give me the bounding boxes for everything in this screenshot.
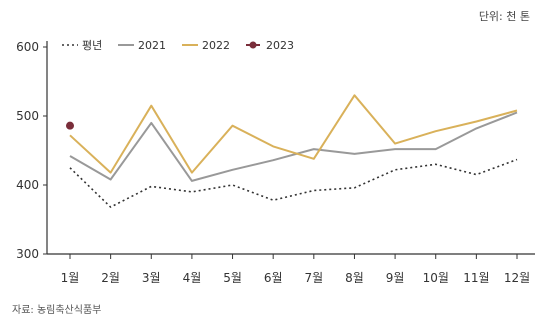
y-axis-ticks: 300 400 500 600 — [16, 40, 47, 261]
series-line-normal — [69, 158, 518, 208]
x-tick-label: 12월 — [504, 271, 530, 285]
x-tick-label: 10월 — [423, 271, 449, 285]
x-tick-label: 9월 — [386, 271, 405, 285]
x-tick-label: 2월 — [101, 271, 120, 285]
x-tick-label: 6월 — [264, 271, 283, 285]
legend-label-2023: 2023 — [266, 39, 294, 52]
series-line-2021 — [69, 111, 518, 182]
y-tick-label: 300 — [16, 247, 39, 261]
legend-label-2021: 2021 — [138, 39, 166, 52]
x-tick-label: 5월 — [223, 271, 242, 285]
source-note: 자료: 농림축산식품부 — [12, 304, 101, 316]
x-tick-label: 1월 — [61, 271, 80, 285]
legend-label-normal: 평년 — [82, 39, 102, 52]
x-tick-label: 8월 — [345, 271, 364, 285]
series-group — [66, 94, 518, 208]
x-tick-label: 3월 — [142, 271, 161, 285]
legend: 평년 2021 2022 2023 — [62, 39, 294, 52]
x-axis-ticks: 1월 2월 3월 4월 5월 6월 7월 8월 9월 10월 11월 12월 — [61, 254, 530, 285]
legend-label-2022: 2022 — [202, 39, 230, 52]
x-tick-label: 4월 — [183, 271, 202, 285]
series-line-2022 — [69, 94, 518, 174]
legend-marker-2023 — [249, 41, 257, 49]
series-2023-point — [66, 121, 74, 130]
x-tick-label: 7월 — [304, 271, 323, 285]
x-tick-label: 11월 — [463, 271, 489, 285]
axes — [46, 41, 535, 255]
y-tick-label: 500 — [16, 109, 39, 123]
unit-label: 단위: 천 톤 — [479, 9, 530, 23]
y-tick-label: 400 — [16, 178, 39, 192]
y-tick-label: 600 — [16, 40, 39, 54]
